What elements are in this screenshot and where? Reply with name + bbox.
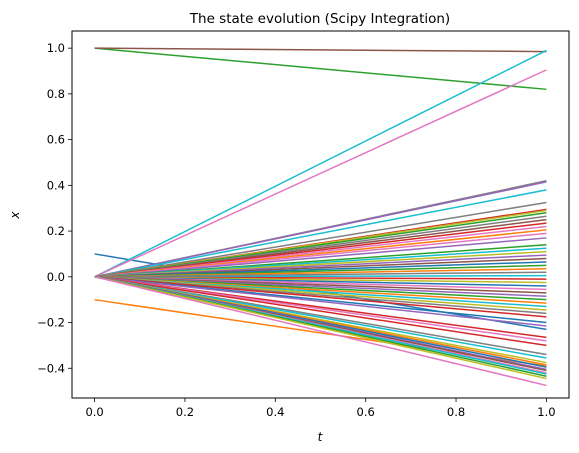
series-line-47 xyxy=(94,276,547,347)
series-line-59 xyxy=(94,276,547,387)
x-tick-label: 0.8 xyxy=(447,405,465,419)
y-tick-label: 0.2 xyxy=(47,224,65,238)
y-axis-label: x xyxy=(8,211,22,220)
series-line-20 xyxy=(94,237,547,278)
x-tick-label: 0.6 xyxy=(357,405,375,419)
series-line-8 xyxy=(94,181,547,278)
y-tick-label: 0.4 xyxy=(47,178,65,192)
series-line-3 xyxy=(94,47,547,91)
y-tick-label: 0.6 xyxy=(47,133,65,147)
x-tick-label: 0.4 xyxy=(266,405,284,419)
x-axis-ticks: 0.0 0.2 0.4 0.6 0.8 1.0 xyxy=(85,398,556,419)
y-tick-label: −0.4 xyxy=(37,361,65,375)
chart-title: The state evolution (Scipy Integration) xyxy=(189,11,450,27)
y-tick-label: 0.8 xyxy=(47,87,65,101)
y-tick-label: 0.0 xyxy=(47,270,65,284)
plot-background xyxy=(72,31,569,398)
y-axis-ticks: −0.4 −0.2 0.0 0.2 0.4 0.6 0.8 1.0 xyxy=(37,41,72,375)
series-line-5 xyxy=(94,49,547,278)
x-tick-label: 1.0 xyxy=(537,405,555,419)
x-axis-label: t xyxy=(318,430,324,444)
series-line-6 xyxy=(94,69,547,278)
series-line-46 xyxy=(94,276,547,342)
y-tick-label: −0.2 xyxy=(37,316,65,330)
series-line-42 xyxy=(94,276,547,318)
series-layer xyxy=(94,47,547,387)
series-line-58 xyxy=(94,276,547,380)
x-tick-label: 0.2 xyxy=(176,405,194,419)
x-tick-label: 0.0 xyxy=(85,405,103,419)
series-line-19 xyxy=(94,232,547,278)
plot-frame xyxy=(71,30,570,399)
series-line-4 xyxy=(94,47,547,53)
y-tick-label: 1.0 xyxy=(47,41,65,55)
series-line-9 xyxy=(94,189,547,278)
series-line-44 xyxy=(94,276,547,327)
series-line-10 xyxy=(94,201,547,278)
